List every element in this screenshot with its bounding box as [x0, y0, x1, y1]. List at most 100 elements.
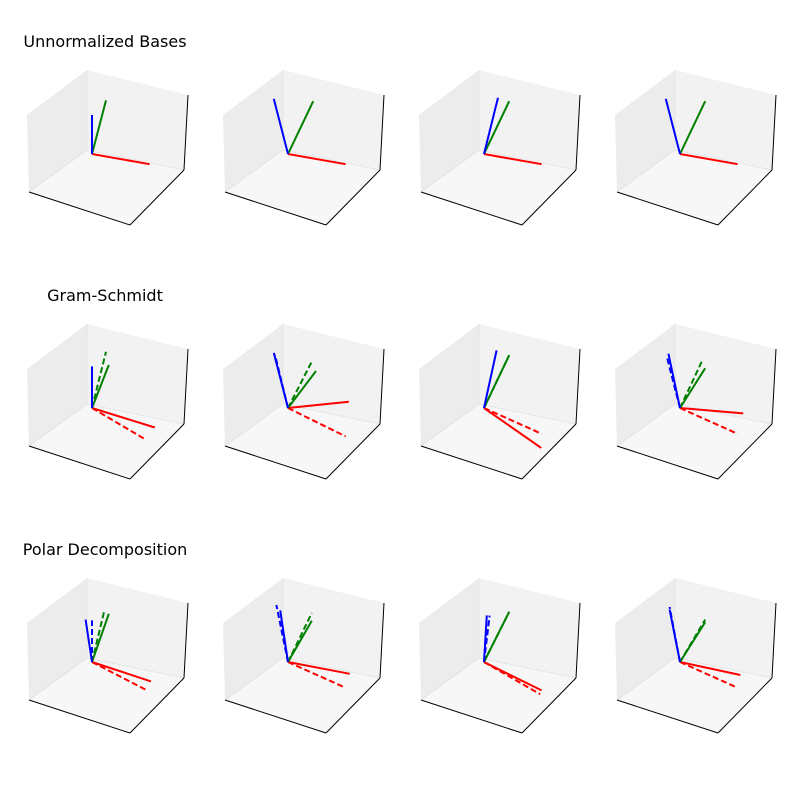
- pane-floor: [225, 150, 380, 225]
- pane-edge: [28, 149, 88, 193]
- pane-back-wall: [479, 70, 580, 170]
- pane-edge: [616, 403, 676, 447]
- pane-edge: [674, 149, 773, 171]
- solid-blue-vector: [664, 98, 681, 155]
- pane-edge: [282, 149, 381, 171]
- solid-blue-vector: [668, 609, 681, 663]
- solid-red-vector: [679, 407, 744, 415]
- pane-left-wall: [615, 324, 675, 446]
- panel-r0-c3: [615, 70, 777, 226]
- solid-red-vector: [287, 400, 349, 409]
- pane-back-wall: [479, 578, 580, 678]
- x-axis-line: [616, 445, 719, 480]
- panel-r2-c0: [27, 578, 189, 734]
- x-axis-line: [420, 699, 523, 734]
- pane-floor: [29, 404, 184, 479]
- row-title-unnormalized: Unnormalized Bases: [23, 32, 186, 51]
- panel-r0-c1: [223, 70, 385, 226]
- pane-floor: [617, 658, 772, 733]
- dashed-red-vector: [287, 661, 347, 689]
- z-axis-line: [379, 94, 385, 171]
- solid-green-vector: [91, 100, 107, 155]
- pane-left-wall: [223, 70, 283, 192]
- pane-edge: [28, 657, 88, 701]
- y-axis-line: [521, 423, 577, 480]
- pane-edge: [478, 657, 577, 679]
- pane-left-wall: [27, 578, 87, 700]
- dashed-red-vector: [91, 661, 148, 692]
- pane-left-wall: [27, 324, 87, 446]
- solid-blue-vector: [84, 619, 93, 663]
- x-axis-line: [28, 445, 131, 480]
- z-axis-line: [575, 348, 581, 425]
- pane-back-wall: [283, 578, 384, 678]
- pane-left-wall: [27, 70, 87, 192]
- pane-back-wall: [283, 70, 384, 170]
- pane-floor: [617, 150, 772, 225]
- pane-back-wall: [675, 324, 776, 424]
- pane-floor: [421, 658, 576, 733]
- panel-r2-c2: [419, 578, 581, 734]
- solid-red-vector: [91, 153, 150, 166]
- pane-back-wall: [87, 578, 188, 678]
- panel-r1-c2: [419, 324, 581, 480]
- dashed-green-vector: [679, 619, 707, 663]
- pane-edge: [616, 149, 676, 193]
- pane-edge: [420, 657, 480, 701]
- pane-edge: [478, 149, 577, 171]
- x-axis-line: [420, 191, 523, 226]
- y-axis-line: [521, 677, 577, 734]
- x-axis-line: [616, 699, 719, 734]
- pane-edge: [420, 149, 480, 193]
- pane-left-wall: [223, 578, 283, 700]
- panel-r0-c2: [419, 70, 581, 226]
- pane-floor: [29, 658, 184, 733]
- z-axis-line: [379, 348, 385, 425]
- pane-left-wall: [615, 70, 675, 192]
- x-axis-line: [616, 191, 719, 226]
- solid-blue-vector: [272, 352, 289, 409]
- y-axis-line: [325, 169, 381, 226]
- solid-red-vector: [287, 153, 346, 166]
- dashed-green-vector: [91, 351, 107, 409]
- pane-floor: [421, 150, 576, 225]
- panel-r1-c3: [615, 324, 777, 480]
- pane-edge: [674, 657, 773, 679]
- solid-blue-vector: [483, 350, 498, 409]
- y-axis-line: [325, 423, 381, 480]
- pane-floor: [225, 658, 380, 733]
- y-axis-line: [325, 677, 381, 734]
- x-axis-line: [28, 699, 131, 734]
- z-axis-line: [771, 94, 777, 171]
- solid-green-vector: [679, 621, 707, 663]
- solid-blue-vector: [279, 610, 289, 663]
- panels-layer: [27, 70, 777, 734]
- pane-floor: [29, 150, 184, 225]
- pane-left-wall: [223, 324, 283, 446]
- y-axis-line: [129, 677, 185, 734]
- pane-edge: [86, 403, 185, 425]
- row-title-gram-schmidt: Gram-Schmidt: [47, 286, 163, 305]
- pane-edge: [282, 657, 381, 679]
- z-axis-line: [183, 94, 189, 171]
- solid-green-vector: [287, 370, 317, 409]
- pane-edge: [478, 403, 577, 425]
- solid-red-vector: [91, 661, 152, 683]
- pane-back-wall: [87, 70, 188, 170]
- y-axis-line: [717, 423, 773, 480]
- x-axis-line: [224, 445, 327, 480]
- solid-green-vector: [287, 100, 315, 155]
- x-axis-line: [420, 445, 523, 480]
- solid-blue-vector: [272, 98, 289, 155]
- z-axis-line: [379, 602, 385, 679]
- z-axis-line: [575, 602, 581, 679]
- solid-red-vector: [91, 407, 156, 429]
- z-axis-line: [771, 602, 777, 679]
- dashed-red-vector: [483, 407, 543, 435]
- solid-blue-vector: [667, 353, 681, 409]
- pane-back-wall: [479, 324, 580, 424]
- solid-green-vector: [679, 100, 707, 155]
- pane-left-wall: [615, 578, 675, 700]
- pane-edge: [86, 657, 185, 679]
- x-axis-line: [224, 699, 327, 734]
